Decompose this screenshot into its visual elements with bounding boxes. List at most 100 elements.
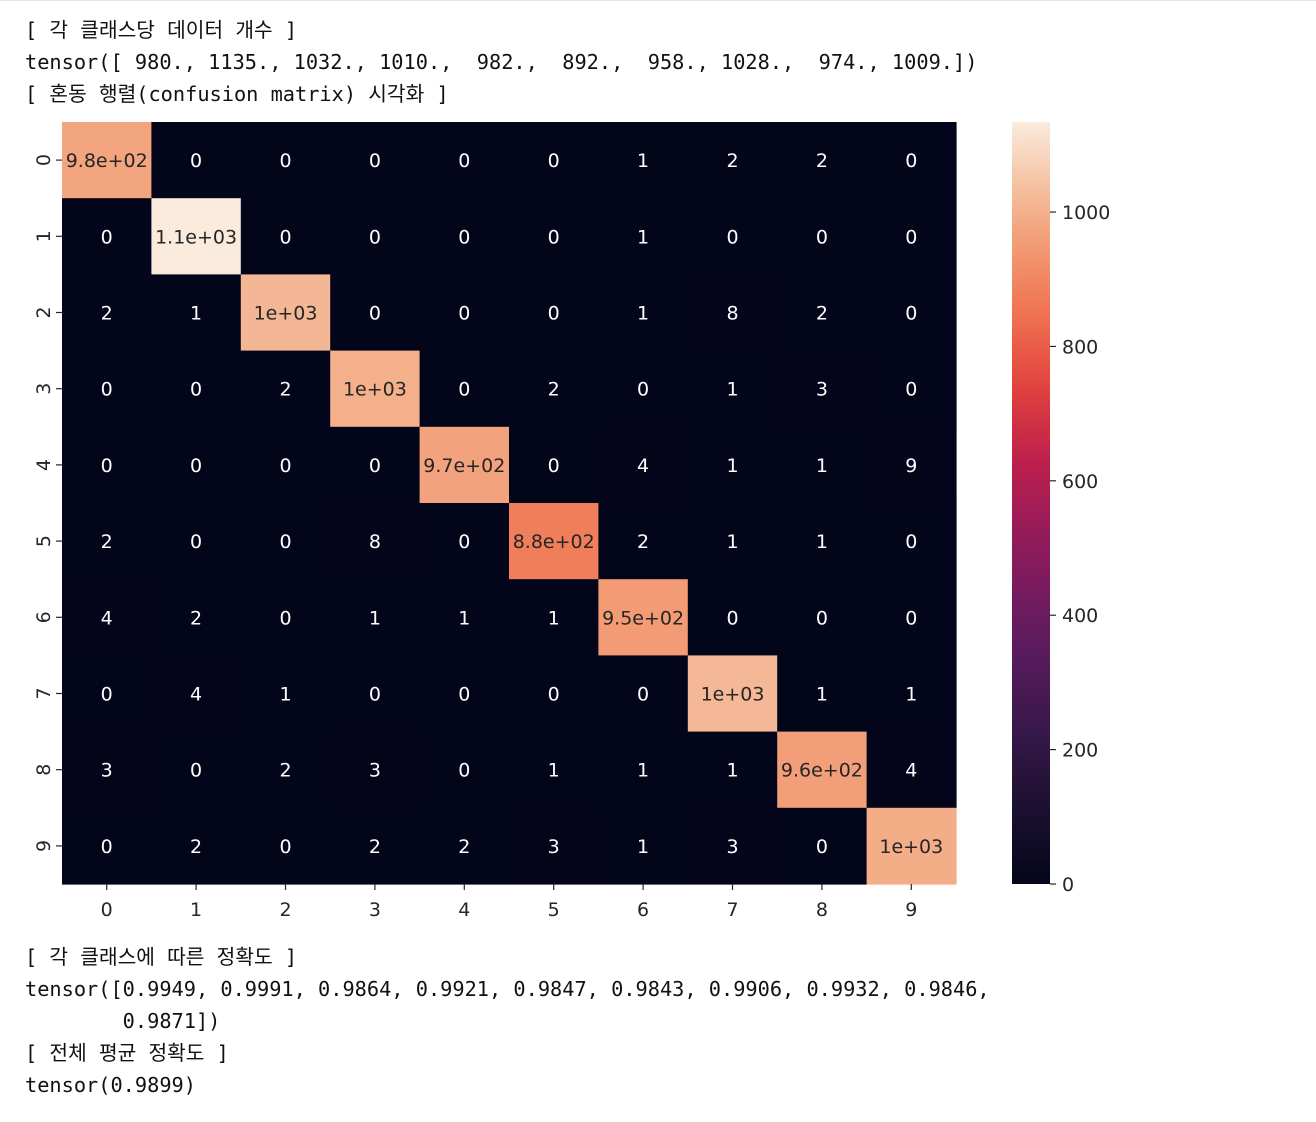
cell-annotation: 0 — [905, 607, 917, 629]
cell-annotation: 2 — [190, 836, 202, 858]
cell-annotation: 8 — [726, 303, 738, 325]
heatmap-cell — [62, 122, 152, 199]
heatmap-cell — [62, 807, 152, 885]
colorbar-tick-label: 400 — [1062, 605, 1098, 627]
cell-annotation: 0 — [905, 379, 917, 401]
cell-annotation: 1 — [726, 455, 738, 477]
cell-annotation: 1 — [816, 684, 828, 706]
cell-annotation: 0 — [190, 379, 202, 401]
x-tick-label: 6 — [637, 899, 649, 921]
heatmap-cell — [598, 731, 689, 809]
colorbar-tick-label: 0 — [1062, 874, 1074, 896]
heatmap-cell — [240, 198, 331, 275]
cell-annotation: 0 — [905, 150, 917, 172]
heatmap-cell — [598, 579, 689, 656]
cell-annotation: 2 — [101, 531, 113, 553]
y-axis: 0 1 2 3 4 5 6 7 8 9 — [33, 154, 62, 852]
x-tick-label: 3 — [369, 899, 381, 921]
heatmap-cell — [330, 122, 421, 199]
cell-annotation: 9 — [905, 455, 917, 477]
heatmap-cell — [687, 807, 778, 885]
heatmap-cell — [777, 274, 868, 352]
heatmap-cell — [419, 350, 510, 428]
heatmap-cell — [598, 503, 689, 580]
accuracy-header: [ 각 클래스에 따른 정확도 ] — [25, 945, 298, 969]
cell-annotation: 0 — [190, 455, 202, 477]
accuracy-tensor-line-2: 0.9871]) — [25, 1009, 221, 1033]
cell-annotation: 0 — [101, 684, 113, 706]
cell-annotation: 4 — [637, 455, 649, 477]
heatmap-cell — [419, 198, 510, 275]
heatmap-cell — [419, 807, 510, 885]
heatmap-cell — [598, 274, 689, 352]
heatmap-cell — [419, 655, 510, 733]
cell-annotation: 0 — [458, 760, 470, 782]
cell-annotation: 1e+03 — [254, 303, 318, 325]
heatmap-cell — [687, 579, 778, 656]
x-axis: 0 1 2 3 4 5 6 7 8 9 — [101, 884, 917, 921]
heatmap-cells — [62, 122, 957, 885]
heatmap-cell — [240, 503, 331, 580]
heatmap-cell — [866, 503, 957, 580]
heatmap-cell — [509, 731, 599, 809]
heatmap-cell — [419, 731, 510, 809]
cell-annotation: 0 — [458, 684, 470, 706]
heatmap-cell — [777, 426, 868, 504]
cell-annotation: 2 — [369, 836, 381, 858]
heatmap-cell — [151, 350, 242, 428]
cell-annotation: 0 — [369, 303, 381, 325]
cell-annotation: 0 — [458, 379, 470, 401]
cell-annotation: 0 — [548, 303, 560, 325]
cell-annotation: 0 — [101, 836, 113, 858]
heatmap-cell — [687, 198, 778, 275]
heatmap-cell — [240, 122, 331, 199]
cell-annotation: 1 — [816, 455, 828, 477]
cell-annotation: 9.8e+02 — [66, 150, 148, 172]
heatmap-cell — [240, 426, 331, 504]
cell-annotation: 0 — [190, 531, 202, 553]
mean-accuracy-tensor: tensor(0.9899) — [25, 1073, 196, 1097]
cell-annotation: 1 — [637, 150, 649, 172]
heatmap-cell — [866, 579, 957, 656]
heatmap-cell — [330, 579, 421, 656]
heatmap-cell — [598, 122, 689, 199]
cell-annotation: 8.8e+02 — [513, 531, 595, 553]
cell-annotation: 0 — [548, 150, 560, 172]
cell-annotation: 0 — [279, 836, 291, 858]
cell-annotation: 1 — [637, 303, 649, 325]
heatmap-cell — [866, 655, 957, 733]
cell-annotation: 0 — [101, 455, 113, 477]
colorbar-tick-label: 200 — [1062, 740, 1098, 762]
cell-annotation: 9.5e+02 — [602, 607, 684, 629]
cell-annotation: 0 — [458, 531, 470, 553]
heatmap-cell — [509, 122, 599, 199]
cell-annotation: 0 — [637, 684, 649, 706]
cell-annotation: 1 — [548, 760, 560, 782]
cell-annotation: 2 — [637, 531, 649, 553]
cell-annotation: 1 — [190, 303, 202, 325]
cell-annotation: 0 — [458, 226, 470, 248]
cell-annotation: 0 — [548, 455, 560, 477]
cell-annotation: 0 — [369, 684, 381, 706]
heatmap-cell — [419, 426, 510, 504]
cell-annotation: 8 — [369, 531, 381, 553]
cell-annotation: 3 — [548, 836, 560, 858]
heatmap-cell — [330, 655, 421, 733]
heatmap-cell — [62, 579, 152, 656]
cell-annotation: 2 — [101, 303, 113, 325]
cell-annotation: 9.6e+02 — [781, 760, 863, 782]
cell-annotation: 0 — [816, 836, 828, 858]
heatmap-cell — [330, 503, 421, 580]
heatmap-cell — [240, 731, 331, 809]
cell-annotation: 0 — [816, 607, 828, 629]
heatmap-cell — [151, 731, 242, 809]
cell-annotation: 3 — [101, 760, 113, 782]
heatmap-cell — [687, 655, 778, 733]
cell-annotation: 1.1e+03 — [155, 226, 237, 248]
cell-annotation: 1 — [458, 607, 470, 629]
cell-annotation: 4 — [905, 760, 917, 782]
cell-annotation: 3 — [369, 760, 381, 782]
heatmap-cell — [598, 350, 689, 428]
cell-annotation: 1e+03 — [879, 836, 943, 858]
accuracy-tensor-line-1: tensor([0.9949, 0.9991, 0.9864, 0.9921, … — [25, 977, 990, 1001]
